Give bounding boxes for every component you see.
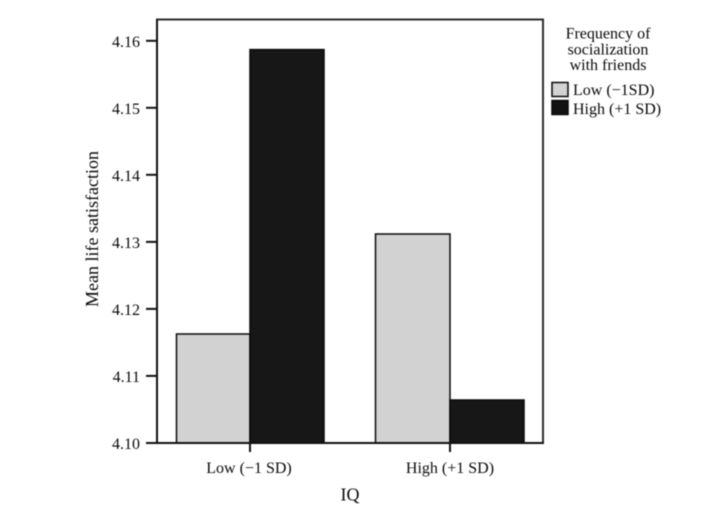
svg-text:4.12: 4.12 bbox=[112, 302, 140, 319]
svg-text:Low (−1SD): Low (−1SD) bbox=[573, 82, 654, 99]
svg-text:with friends: with friends bbox=[570, 57, 647, 74]
svg-text:4.11: 4.11 bbox=[113, 369, 140, 386]
svg-text:4.14: 4.14 bbox=[112, 168, 140, 185]
svg-text:4.13: 4.13 bbox=[112, 235, 140, 252]
svg-text:High (+1 SD): High (+1 SD) bbox=[573, 101, 661, 118]
svg-text:High (+1 SD): High (+1 SD) bbox=[406, 460, 494, 477]
svg-text:4.15: 4.15 bbox=[112, 101, 140, 118]
svg-text:Mean life satisfaction: Mean life satisfaction bbox=[82, 151, 102, 307]
svg-text:socialization: socialization bbox=[568, 42, 649, 59]
svg-text:4.10: 4.10 bbox=[112, 436, 140, 453]
svg-text:Low (−1 SD): Low (−1 SD) bbox=[206, 460, 291, 477]
svg-text:Frequency of: Frequency of bbox=[566, 26, 652, 43]
svg-text:IQ: IQ bbox=[341, 485, 360, 505]
svg-text:4.16: 4.16 bbox=[112, 34, 140, 51]
